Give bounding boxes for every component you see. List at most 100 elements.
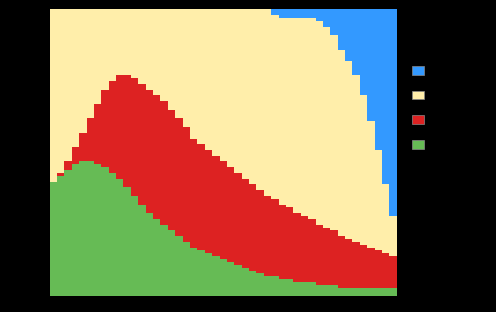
Bar bbox=[94, 104, 101, 164]
Bar bbox=[79, 9, 86, 133]
Bar bbox=[234, 265, 242, 296]
Bar bbox=[293, 9, 301, 18]
Bar bbox=[50, 9, 57, 182]
Bar bbox=[382, 288, 389, 296]
Bar bbox=[330, 285, 338, 296]
Bar bbox=[227, 262, 234, 296]
Bar bbox=[86, 119, 94, 162]
Bar bbox=[160, 101, 168, 225]
Bar bbox=[286, 207, 293, 279]
Bar bbox=[345, 239, 353, 288]
Bar bbox=[279, 9, 286, 18]
Bar bbox=[330, 35, 338, 230]
Bar bbox=[131, 196, 138, 296]
Bar bbox=[205, 9, 212, 150]
Bar bbox=[101, 90, 109, 167]
Bar bbox=[227, 9, 234, 167]
Bar bbox=[279, 205, 286, 279]
Bar bbox=[308, 18, 315, 219]
Bar bbox=[124, 9, 131, 76]
Bar bbox=[389, 256, 397, 288]
Bar bbox=[160, 9, 168, 101]
Bar bbox=[301, 9, 308, 18]
Bar bbox=[345, 61, 353, 239]
Bar bbox=[323, 285, 330, 296]
Bar bbox=[109, 9, 116, 81]
Bar bbox=[271, 15, 279, 199]
Bar bbox=[234, 173, 242, 265]
Bar bbox=[168, 9, 175, 110]
Bar bbox=[175, 9, 183, 119]
Bar bbox=[389, 288, 397, 296]
Bar bbox=[116, 9, 124, 76]
Bar bbox=[227, 167, 234, 262]
Bar bbox=[153, 95, 160, 219]
Bar bbox=[374, 288, 382, 296]
Bar bbox=[301, 216, 308, 282]
Bar bbox=[79, 162, 86, 296]
Bar bbox=[382, 184, 389, 253]
Bar bbox=[212, 9, 220, 156]
Bar bbox=[86, 9, 94, 119]
Bar bbox=[72, 164, 79, 296]
Bar bbox=[242, 9, 249, 179]
Bar bbox=[293, 18, 301, 213]
Bar bbox=[360, 9, 367, 95]
Bar bbox=[131, 78, 138, 196]
Bar bbox=[138, 84, 146, 205]
Bar bbox=[124, 76, 131, 187]
Bar bbox=[57, 173, 64, 176]
Bar bbox=[353, 288, 360, 296]
Bar bbox=[256, 273, 264, 296]
Bar bbox=[220, 9, 227, 162]
Bar bbox=[109, 173, 116, 296]
Bar bbox=[197, 144, 205, 251]
Bar bbox=[220, 162, 227, 259]
Bar bbox=[153, 9, 160, 95]
Bar bbox=[212, 256, 220, 296]
Bar bbox=[264, 9, 271, 196]
Bar bbox=[382, 9, 389, 184]
Bar bbox=[271, 199, 279, 276]
Bar bbox=[389, 216, 397, 256]
Bar bbox=[101, 9, 109, 90]
Bar bbox=[256, 190, 264, 273]
Bar bbox=[360, 245, 367, 288]
Bar bbox=[101, 167, 109, 296]
Bar bbox=[382, 253, 389, 288]
Bar bbox=[330, 230, 338, 285]
Bar bbox=[168, 230, 175, 296]
Bar bbox=[315, 225, 323, 285]
Bar bbox=[190, 139, 197, 248]
Bar bbox=[315, 9, 323, 21]
Bar bbox=[315, 21, 323, 225]
Bar bbox=[94, 9, 101, 104]
Bar bbox=[308, 219, 315, 282]
Bar bbox=[124, 187, 131, 296]
Bar bbox=[293, 282, 301, 296]
Bar bbox=[353, 9, 360, 76]
Bar bbox=[220, 259, 227, 296]
Bar bbox=[374, 9, 382, 150]
Bar bbox=[146, 90, 153, 213]
Bar bbox=[308, 9, 315, 18]
Bar bbox=[146, 9, 153, 90]
Bar bbox=[286, 9, 293, 18]
Bar bbox=[146, 213, 153, 296]
Bar bbox=[367, 288, 374, 296]
Bar bbox=[153, 219, 160, 296]
Bar bbox=[367, 248, 374, 288]
Bar bbox=[175, 236, 183, 296]
Bar bbox=[271, 9, 279, 15]
Bar bbox=[374, 251, 382, 288]
Bar bbox=[138, 205, 146, 296]
Bar bbox=[301, 282, 308, 296]
Bar bbox=[168, 110, 175, 230]
Bar bbox=[286, 279, 293, 296]
Bar bbox=[212, 156, 220, 256]
Bar bbox=[64, 162, 72, 170]
Bar bbox=[264, 196, 271, 276]
Bar bbox=[264, 276, 271, 296]
Bar bbox=[183, 127, 190, 242]
Bar bbox=[64, 9, 72, 162]
